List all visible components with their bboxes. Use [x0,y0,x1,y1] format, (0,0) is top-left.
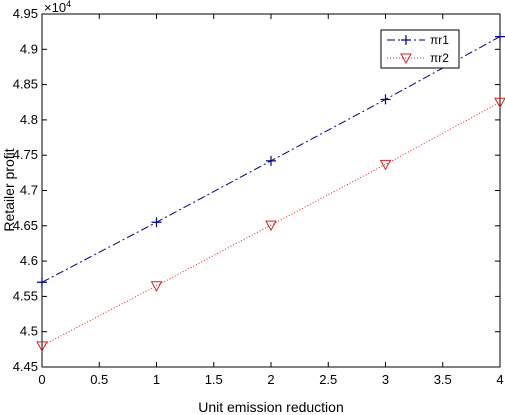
y-multiplier-base: ×10 [44,0,66,15]
x-tick-label: 4 [496,372,503,387]
y-tick-label: 4.95 [13,6,38,21]
series-2-point [36,341,48,352]
y-tick-label: 4.6 [20,253,38,268]
y-tick-label: 4.65 [13,218,38,233]
x-tick-label: 1 [153,372,160,387]
y-multiplier-label: ×104 [44,0,71,15]
y-tick-label: 4.75 [13,147,38,162]
x-tick-label: 2.5 [319,372,337,387]
series-2-line [41,101,501,347]
x-tick-label: 3.5 [434,372,452,387]
legend-item: πr2 [387,51,449,65]
x-tick-label: 1.5 [205,372,223,387]
series-1-point [380,94,391,105]
legend-item: πr1 [387,33,449,47]
series-2-point [150,281,163,292]
series-2-point [265,220,277,232]
y-multiplier-exponent: 4 [66,0,71,9]
y-tick-label: 4.7 [20,183,38,198]
x-tick-label: 0 [38,372,45,387]
series-2-point [379,159,392,171]
plot-area [41,13,501,368]
legend-label: πr2 [430,51,449,65]
series-1-point [37,277,47,288]
y-tick-label: 4.8 [20,112,38,127]
series-1-point [151,217,162,228]
y-axis-ticks: 4.45 4.5 4.55 4.6 4.65 4.7 4.75 4.8 4.85 4.9 4.95 [13,6,500,374]
x-axis-label: Unit emission reduction [198,399,344,415]
legend-swatch-marker [400,53,412,65]
legend-label: πr1 [430,33,449,47]
series-2-point [494,97,505,109]
series-1-point [266,155,276,166]
y-tick-label: 4.85 [13,77,38,92]
x-axis-ticks: 0 0.5 1 1.5 2 2.5 3 3.5 4 [38,14,504,387]
series-2 [36,97,505,352]
legend-swatch-marker [401,35,411,45]
series-1 [37,31,505,288]
y-tick-label: 4.9 [20,41,38,56]
x-tick-label: 0.5 [90,372,108,387]
y-tick-label: 4.5 [20,324,38,339]
x-tick-label: 2 [267,372,274,387]
y-tick-label: 4.55 [13,288,38,303]
x-tick-label: 3 [382,372,389,387]
series-1-point [495,31,505,42]
legend-box [380,29,460,69]
series-layer [36,31,505,352]
y-tick-label: 4.45 [13,359,38,374]
y-axis-label: Retailer profit [1,148,17,231]
